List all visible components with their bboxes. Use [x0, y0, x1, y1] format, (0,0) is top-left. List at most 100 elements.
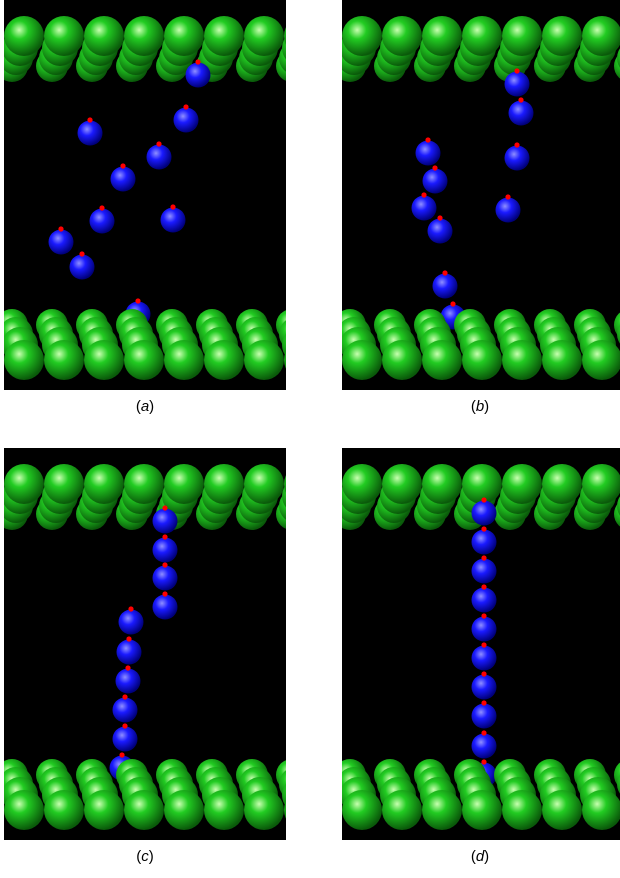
panel-c-caption: (c): [136, 848, 154, 865]
wall-sphere: [84, 790, 124, 830]
particle: [173, 107, 199, 133]
wall-sphere: [282, 333, 286, 357]
particle: [415, 140, 441, 166]
wall-spheres: [342, 16, 620, 82]
wall-sphere: [284, 475, 286, 493]
wall-sphere: [44, 16, 84, 56]
wall-sphere: [44, 790, 84, 830]
wall-sphere: [462, 340, 502, 380]
wall-sphere: [164, 464, 204, 504]
dipole-tip: [135, 298, 141, 304]
particle: [112, 697, 138, 723]
wall-sphere: [244, 464, 284, 504]
wall-sphere: [382, 16, 422, 56]
dipole-tip: [120, 163, 126, 169]
panel-b-caption: (b): [470, 398, 490, 415]
wall-sphere: [244, 340, 284, 380]
wall-sphere: [204, 16, 244, 56]
dipole-tip: [79, 251, 85, 257]
dipole-tip: [442, 270, 448, 276]
particle: [471, 703, 497, 729]
dipole-tip: [170, 204, 176, 210]
particle: [185, 62, 211, 88]
panel-b: [342, 0, 620, 390]
simulation-view-d: [342, 448, 620, 840]
dipole-tip: [119, 752, 125, 758]
particle: [411, 195, 437, 221]
panel-d-caption: (d): [470, 848, 490, 865]
wall-sphere: [244, 16, 284, 56]
dipole-tip: [183, 104, 189, 110]
wall-sphere: [44, 340, 84, 380]
dipole-tip: [99, 205, 105, 211]
wall-sphere: [342, 16, 382, 56]
particle: [152, 594, 178, 620]
panel-d: [342, 448, 620, 840]
simulation-view-a: [4, 0, 286, 390]
wall-sphere: [284, 801, 286, 819]
dipole-tip: [481, 526, 487, 532]
panel-a-label: a: [140, 398, 150, 415]
wall-sphere: [244, 790, 284, 830]
wall-spheres: [4, 464, 286, 530]
dipole-tip: [514, 142, 520, 148]
wall-sphere: [542, 464, 582, 504]
dipole-tip: [481, 497, 487, 503]
wall-sphere: [204, 464, 244, 504]
panel-a: [4, 0, 286, 390]
particle: [471, 733, 497, 759]
dipole-tip: [481, 613, 487, 619]
dipole-tip: [126, 636, 132, 642]
particle: [110, 166, 136, 192]
dipole-tip: [450, 301, 456, 307]
dipole-tip: [481, 642, 487, 648]
simulation-view-b: [342, 0, 620, 390]
dipole-tip: [481, 584, 487, 590]
particle: [152, 537, 178, 563]
particle: [471, 529, 497, 555]
panel-c-label: c: [141, 848, 149, 865]
dipole-tip: [87, 117, 93, 123]
dipole-tip: [481, 555, 487, 561]
wall-sphere: [282, 484, 286, 508]
dipole-tip: [195, 59, 201, 65]
wall-sphere: [84, 464, 124, 504]
particle: [48, 229, 74, 255]
wall-sphere: [422, 464, 462, 504]
wall-sphere: [4, 790, 44, 830]
wall-sphere: [44, 464, 84, 504]
wall-sphere: [282, 783, 286, 807]
particle: [504, 71, 530, 97]
wall-sphere: [582, 790, 620, 830]
wall-sphere: [422, 340, 462, 380]
dipole-tip: [128, 606, 134, 612]
dipole-tip: [432, 165, 438, 171]
wall-spheres: [342, 309, 620, 380]
dipole-tip: [162, 591, 168, 597]
particle: [471, 616, 497, 642]
wall-sphere: [382, 790, 422, 830]
dipole-tip: [481, 730, 487, 736]
wall-sphere: [382, 340, 422, 380]
particle: [504, 145, 530, 171]
dipole-tip: [125, 665, 131, 671]
particle: [69, 254, 95, 280]
wall-sphere: [342, 464, 382, 504]
dipole-tip: [162, 505, 168, 511]
wall-sphere: [502, 464, 542, 504]
wall-sphere: [502, 790, 542, 830]
dipole-tip: [425, 137, 431, 143]
wall-spheres: [4, 309, 286, 380]
particle: [471, 645, 497, 671]
particle: [160, 207, 186, 233]
particle: [146, 144, 172, 170]
wall-sphere: [462, 790, 502, 830]
wall-sphere: [617, 774, 620, 794]
wall-sphere: [502, 340, 542, 380]
particle: [116, 639, 142, 665]
wall-sphere: [124, 16, 164, 56]
particle: [495, 197, 521, 223]
particle: [427, 218, 453, 244]
wall-sphere: [342, 790, 382, 830]
dipole-tip: [122, 694, 128, 700]
